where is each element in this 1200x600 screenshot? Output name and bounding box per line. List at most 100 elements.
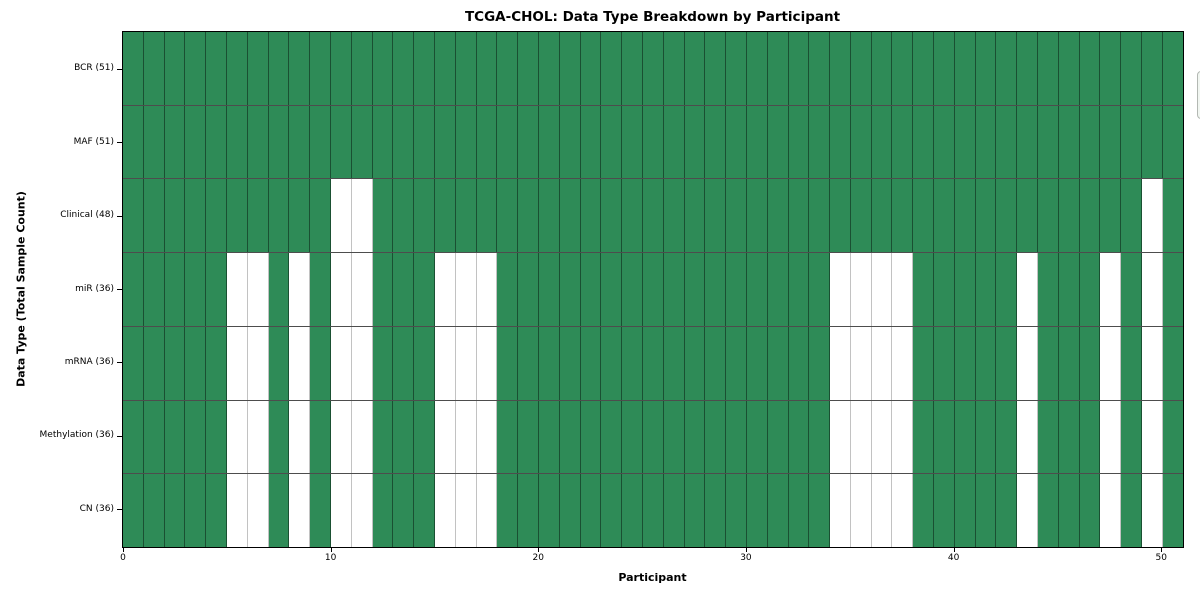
present-cell — [726, 105, 747, 179]
present-cell — [497, 32, 519, 105]
absent-cell — [1142, 179, 1163, 253]
present-cell — [164, 326, 186, 400]
grid-row-bcr — [123, 32, 1183, 106]
present-cell — [954, 326, 976, 400]
present-cell — [455, 179, 477, 253]
absent-cell — [871, 253, 893, 326]
present-cell — [1100, 105, 1122, 179]
present-cell — [268, 253, 290, 326]
present-cell — [268, 400, 290, 474]
absent-cell — [351, 253, 373, 326]
present-cell — [414, 32, 435, 105]
y-tick-label-cn: CN (36) — [79, 503, 114, 514]
plot-grid — [123, 32, 1183, 548]
present-cell — [393, 105, 415, 179]
x-tick-label: 10 — [324, 553, 337, 563]
present-cell — [206, 400, 227, 474]
present-cell — [809, 179, 831, 253]
absent-cell — [455, 474, 477, 548]
y-tick-mark — [117, 68, 122, 70]
present-cell — [1162, 474, 1183, 548]
present-cell — [1058, 474, 1080, 548]
present-cell — [663, 179, 685, 253]
present-cell — [164, 400, 186, 474]
y-tick-label-maf: MAF (51) — [73, 136, 114, 147]
y-axis-label: Data Type (Total Sample Count) — [14, 191, 28, 387]
present-cell — [642, 326, 664, 400]
present-cell — [975, 179, 997, 253]
present-cell — [850, 179, 872, 253]
present-cell — [871, 32, 893, 105]
grid-row-methylation — [123, 400, 1183, 475]
present-cell — [954, 474, 976, 548]
present-cell — [684, 105, 706, 179]
present-cell — [1142, 32, 1163, 105]
y-tick-mark — [117, 142, 122, 144]
x-tick-mark — [953, 548, 955, 552]
present-cell — [934, 326, 955, 400]
present-cell — [996, 32, 1018, 105]
present-cell — [892, 105, 914, 179]
present-cell — [1038, 253, 1059, 326]
y-tick-mark — [117, 435, 122, 437]
plot-area: Present Absent — [122, 31, 1200, 548]
absent-cell — [289, 253, 311, 326]
x-axis-label: Participant — [618, 571, 687, 584]
present-cell — [123, 32, 144, 105]
chart-title: TCGA-CHOL: Data Type Breakdown by Partic… — [464, 9, 841, 25]
present-cell — [123, 253, 144, 326]
present-cell — [143, 253, 165, 326]
present-cell — [351, 32, 373, 105]
present-cell — [559, 32, 581, 105]
present-cell — [726, 179, 747, 253]
present-cell — [1079, 179, 1101, 253]
present-cell — [372, 326, 394, 400]
present-cell — [788, 32, 810, 105]
present-cell — [913, 326, 935, 400]
present-cell — [705, 179, 727, 253]
absent-cell — [455, 253, 477, 326]
absent-cell — [892, 326, 914, 400]
present-cell — [726, 400, 747, 474]
absent-cell — [850, 253, 872, 326]
present-cell — [1017, 105, 1039, 179]
absent-cell — [289, 474, 311, 548]
present-cell — [123, 179, 144, 253]
absent-cell — [351, 400, 373, 474]
absent-cell — [1142, 326, 1163, 400]
present-cell — [913, 474, 935, 548]
absent-cell — [247, 326, 269, 400]
present-cell — [206, 179, 227, 253]
absent-cell — [830, 400, 851, 474]
y-tick-label-methylation: Methylation (36) — [39, 430, 114, 441]
present-cell — [622, 400, 643, 474]
present-cell — [622, 326, 643, 400]
absent-cell — [434, 400, 456, 474]
absent-cell — [330, 253, 352, 326]
present-cell — [518, 105, 539, 179]
present-cell — [538, 105, 560, 179]
present-cell — [414, 474, 435, 548]
absent-cell — [226, 400, 248, 474]
present-cell — [705, 326, 727, 400]
present-cell — [206, 474, 227, 548]
present-cell — [663, 32, 685, 105]
present-cell — [123, 474, 144, 548]
present-cell — [1162, 253, 1183, 326]
absent-cell — [850, 326, 872, 400]
present-cell — [746, 253, 768, 326]
present-cell — [975, 474, 997, 548]
present-cell — [1162, 400, 1183, 474]
x-tick-label: 30 — [740, 553, 752, 563]
present-cell — [538, 400, 560, 474]
present-cell — [954, 32, 976, 105]
present-cell — [476, 105, 498, 179]
absent-cell — [871, 400, 893, 474]
present-cell — [1142, 105, 1163, 179]
present-cell — [372, 400, 394, 474]
present-cell — [164, 32, 186, 105]
present-cell — [434, 179, 456, 253]
present-cell — [913, 105, 935, 179]
present-cell — [622, 105, 643, 179]
